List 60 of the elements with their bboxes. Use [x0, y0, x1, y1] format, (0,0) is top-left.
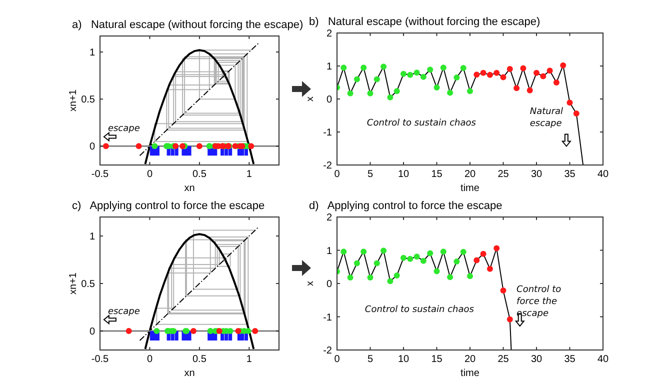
y-tick-label: 0 [89, 142, 96, 153]
y-tick-label: 1 [89, 48, 96, 59]
x-tick-label: -0.5 [91, 354, 110, 365]
x-tick-label: 0 [146, 169, 153, 180]
y-axis-title: xn+1 [68, 272, 79, 294]
x-axis-title: xn [184, 183, 195, 194]
y-axis-title: x [305, 96, 316, 102]
x-tick-label: 35 [564, 354, 576, 365]
y-tick-label: -1 [323, 312, 332, 324]
x-tick-label: 0 [334, 169, 340, 180]
y-tick-label: 2 [326, 28, 332, 40]
x-tick-label: 20 [464, 169, 476, 180]
y-tick-label: 1 [89, 232, 96, 242]
chart-title: b) Natural escape (without forcing the escape) [309, 16, 540, 28]
x-tick-label: 0.5 [192, 354, 207, 365]
x-tick-label: -0.5 [91, 169, 110, 180]
x-tick-label: 0 [334, 354, 340, 365]
y-tick-label: 0.5 [81, 94, 96, 106]
x-tick-label: 0.5 [192, 169, 207, 180]
annotation: Natural escape [530, 106, 564, 129]
x-axis-title: time [460, 183, 480, 194]
y-tick-label: -1 [323, 128, 332, 138]
chart-title: c) Applying control to force the escape [72, 200, 265, 212]
y-tick-label: -2 [323, 160, 332, 172]
x-tick-label: 1 [246, 354, 252, 365]
x-tick-label: 1 [246, 169, 252, 180]
x-tick-label: 35 [564, 169, 576, 180]
x-tick-label: 40 [597, 169, 609, 180]
annotation: Control to sustain chaos [364, 304, 474, 315]
y-tick-label: -2 [323, 346, 332, 356]
x-tick-label: 5 [367, 169, 374, 180]
x-tick-label: 10 [398, 169, 410, 180]
x-axis-title: time [460, 368, 480, 379]
y-tick-label: 1 [326, 62, 332, 72]
x-tick-label: 15 [431, 169, 443, 180]
y-tick-label: 2 [326, 212, 332, 224]
x-tick-label: 10 [398, 354, 410, 365]
chart-title: d) Applying control to force the escape [309, 200, 502, 212]
x-tick-label: 0 [146, 354, 153, 365]
x-tick-label: 5 [367, 354, 374, 365]
x-tick-label: 30 [530, 354, 542, 365]
x-tick-label: 30 [530, 169, 542, 180]
annotation: Control to sustain chaos [366, 118, 476, 128]
x-tick-label: 15 [431, 354, 443, 365]
y-tick-label: 0 [326, 94, 332, 106]
annotation: escape [108, 124, 140, 134]
y-axis-title: x [305, 281, 316, 286]
y-tick-label: 0.5 [81, 279, 96, 290]
annotation: escape [108, 306, 140, 317]
y-tick-label: 0 [326, 279, 332, 290]
x-tick-label: 25 [498, 169, 510, 180]
y-tick-label: 1 [326, 246, 332, 257]
y-tick-label: 0 [89, 326, 96, 338]
y-axis-title: xn+1 [68, 89, 79, 112]
x-tick-label: 20 [464, 354, 476, 365]
x-tick-label: 25 [498, 354, 510, 365]
annotation: Control to force the escape [516, 284, 562, 319]
x-tick-label: 40 [597, 354, 609, 365]
x-axis-title: xn [184, 368, 195, 379]
chart-title: a) Natural escape (without forcing the escape) [72, 19, 304, 31]
